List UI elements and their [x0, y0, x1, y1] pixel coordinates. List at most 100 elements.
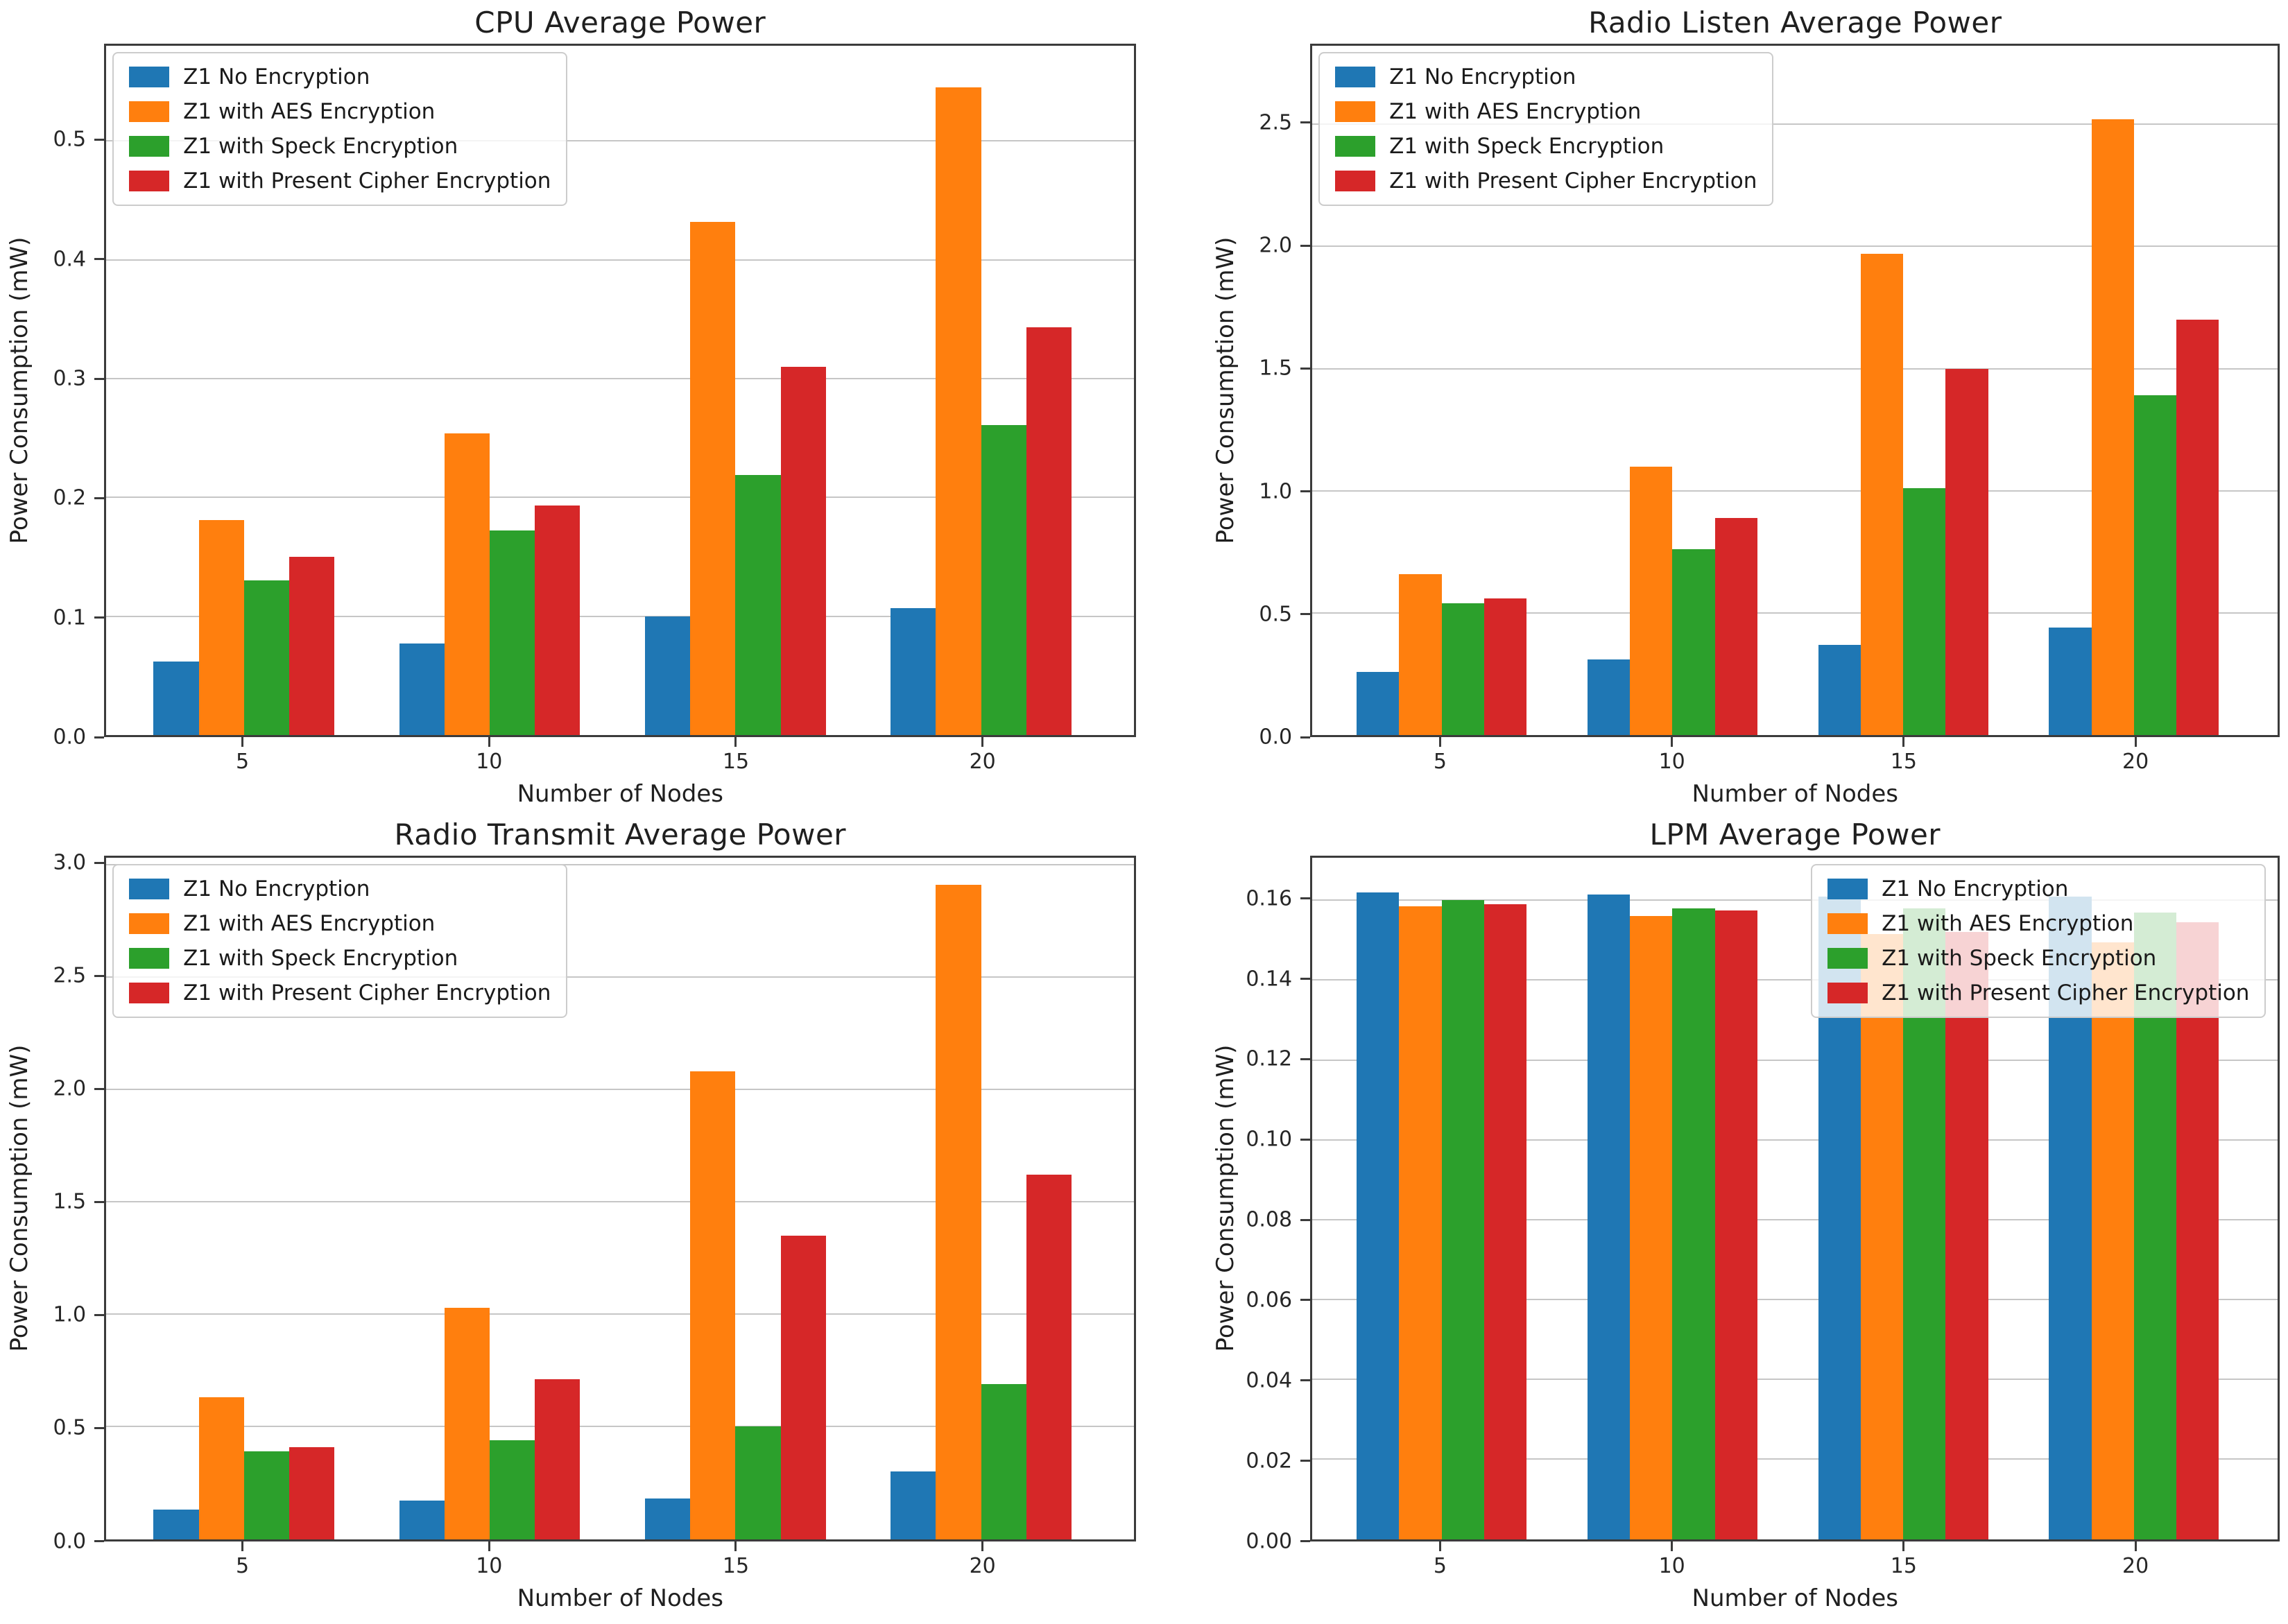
- y-tick-mark: [94, 616, 105, 619]
- y-tick-label: 1.0: [1259, 479, 1293, 504]
- bar-z1-with-speck-encryption-nodes-15: [735, 474, 781, 736]
- gridline: [1312, 368, 2278, 370]
- y-tick-mark: [1300, 121, 1311, 124]
- bar-z1-no-encryption-nodes-20: [2049, 628, 2092, 736]
- y-tick-mark: [1300, 490, 1311, 493]
- bar-z1-with-present-cipher-encryption-nodes-20: [1026, 327, 1072, 736]
- legend-color-swatch-icon: [129, 879, 170, 900]
- bar-z1-with-aes-encryption-nodes-15: [690, 221, 736, 736]
- legend-label: Z1 with Present Cipher Encryption: [183, 169, 551, 194]
- chart-radio-listen-average-power: Radio Listen Average Power Power Consumpt…: [1144, 0, 2288, 812]
- gridline: [1312, 1218, 2278, 1220]
- bar-z1-with-present-cipher-encryption-nodes-10: [535, 506, 580, 736]
- gridline: [1312, 1379, 2278, 1381]
- x-tick-label: 10: [1658, 750, 1685, 775]
- legend-color-swatch-icon: [129, 171, 170, 192]
- legend-label: Z1 No Encryption: [1389, 64, 1576, 90]
- x-tick-label: 10: [476, 750, 503, 775]
- legend-item: Z1 with AES Encryption: [1827, 911, 2249, 936]
- legend-color-swatch-icon: [129, 948, 170, 969]
- legend: Z1 No Encryption Z1 with AES Encryption Z1…: [112, 52, 568, 207]
- bar-z1-no-encryption-nodes-15: [644, 616, 691, 736]
- legend-label: Z1 with AES Encryption: [1389, 99, 1642, 125]
- y-tick-label: 1.5: [53, 1189, 87, 1214]
- bar-z1-with-present-cipher-encryption-nodes-15: [780, 366, 826, 736]
- y-tick-label: 0.02: [1246, 1449, 1293, 1474]
- y-tick-label: 0.0: [53, 725, 87, 750]
- x-tick-mark: [1438, 1541, 1441, 1551]
- y-tick-label: 0.4: [53, 247, 87, 272]
- y-tick-mark: [94, 258, 105, 261]
- legend-item: Z1 with Speck Encryption: [129, 946, 551, 971]
- gridline: [106, 1426, 1135, 1428]
- legend-item: Z1 No Encryption: [129, 64, 551, 89]
- x-tick-mark: [1671, 1541, 1674, 1551]
- x-tick-mark: [488, 737, 490, 748]
- chart-cpu-average-power: CPU Average Power Power Consumption (mW) 0…: [0, 0, 1144, 812]
- chart-title: Radio Listen Average Power: [1588, 6, 2002, 40]
- bar-z1-no-encryption-nodes-20: [891, 1471, 936, 1539]
- x-axis-label: Number of Nodes: [517, 1584, 723, 1612]
- gridline: [106, 140, 1135, 142]
- legend-label: Z1 No Encryption: [1882, 876, 2069, 902]
- x-tick-label: 15: [722, 750, 750, 775]
- x-tick-mark: [241, 737, 244, 748]
- x-tick-mark: [2134, 737, 2137, 748]
- gridline: [106, 378, 1135, 380]
- x-tick-label: 10: [476, 1553, 503, 1578]
- y-tick-label: 0.0: [53, 1529, 87, 1554]
- x-tick-mark: [241, 1541, 244, 1551]
- bar-z1-no-encryption-nodes-5: [153, 662, 199, 736]
- gridline: [106, 1089, 1135, 1091]
- y-tick-mark: [1300, 978, 1311, 980]
- x-tick-label: 5: [236, 750, 250, 775]
- legend-color-swatch-icon: [1335, 136, 1376, 157]
- plot-area: [104, 44, 1137, 738]
- y-axis-label: Power Consumption (mW): [6, 1044, 34, 1352]
- y-tick-label: 2.0: [1259, 233, 1293, 258]
- chart-radio-transmit-average-power: Radio Transmit Average Power Power Consum…: [0, 812, 1144, 1624]
- legend-label: Z1 with AES Encryption: [1882, 911, 2134, 937]
- bar-z1-with-present-cipher-encryption-nodes-20: [1026, 1175, 1072, 1539]
- legend-color-swatch-icon: [129, 983, 170, 1004]
- legend-color-swatch-icon: [1335, 101, 1376, 123]
- gridline: [1312, 490, 2278, 492]
- bar-z1-no-encryption-nodes-5: [153, 1510, 199, 1539]
- legend-label: Z1 No Encryption: [183, 64, 370, 90]
- x-axis-label: Number of Nodes: [1692, 780, 1898, 809]
- y-tick-mark: [1300, 736, 1311, 738]
- legend-color-swatch-icon: [1827, 948, 1868, 969]
- bar-z1-no-encryption-nodes-20: [891, 607, 936, 736]
- y-tick-mark: [1300, 1379, 1311, 1382]
- gridline: [1312, 245, 2278, 248]
- bar-z1-with-aes-encryption-nodes-5: [198, 520, 244, 736]
- legend-color-swatch-icon: [129, 101, 170, 123]
- x-tick-label: 10: [1658, 1553, 1685, 1578]
- bar-z1-with-speck-encryption-nodes-20: [2133, 395, 2177, 736]
- x-tick-mark: [1438, 737, 1441, 748]
- y-tick-label: 0.16: [1246, 886, 1293, 911]
- x-tick-label: 5: [1433, 750, 1447, 775]
- x-axis-label: Number of Nodes: [517, 780, 723, 809]
- bar-z1-no-encryption-nodes-10: [399, 1501, 445, 1539]
- gridline: [1312, 1139, 2278, 1141]
- bar-z1-with-speck-encryption-nodes-5: [1441, 900, 1484, 1539]
- x-tick-mark: [981, 737, 984, 748]
- y-tick-label: 0.06: [1246, 1288, 1293, 1313]
- x-tick-mark: [734, 1541, 737, 1551]
- bar-z1-with-speck-encryption-nodes-20: [981, 1383, 1026, 1539]
- legend-item: Z1 with AES Encryption: [129, 99, 551, 124]
- bar-z1-with-speck-encryption-nodes-20: [981, 424, 1026, 736]
- bar-z1-with-present-cipher-encryption-nodes-10: [1714, 517, 1757, 736]
- y-axis-label: Power Consumption (mW): [1212, 1044, 1240, 1352]
- bar-z1-with-aes-encryption-nodes-20: [936, 885, 981, 1539]
- bar-z1-with-speck-encryption-nodes-5: [243, 1451, 289, 1539]
- chart-title: LPM Average Power: [1649, 818, 1941, 852]
- bar-z1-with-present-cipher-encryption-nodes-20: [2176, 922, 2219, 1539]
- y-tick-mark: [1300, 1138, 1311, 1141]
- x-axis-label: Number of Nodes: [1692, 1584, 1898, 1612]
- x-tick-mark: [1902, 737, 1905, 748]
- y-axis-label: Power Consumption (mW): [6, 236, 34, 544]
- legend-color-swatch-icon: [129, 136, 170, 157]
